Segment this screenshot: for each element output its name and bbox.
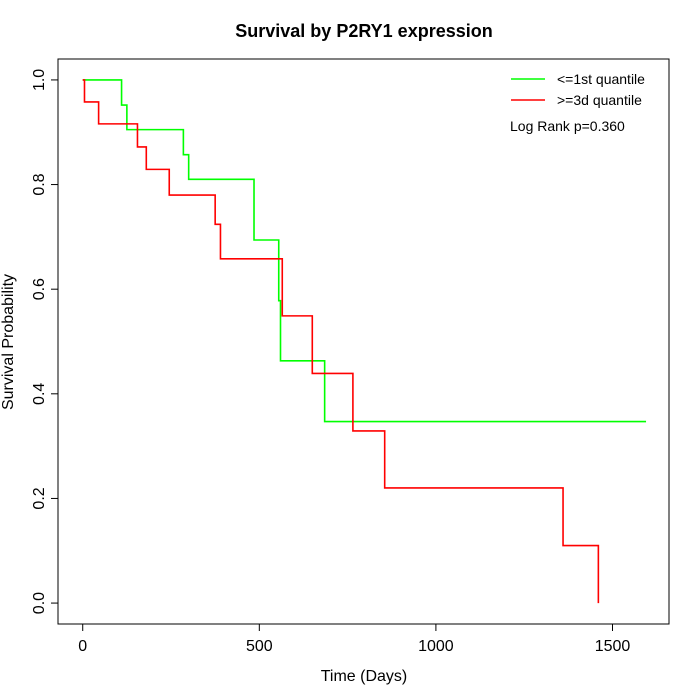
y-axis-label: Survival Probability bbox=[0, 274, 17, 410]
y-tick-label: 1.0 bbox=[31, 69, 48, 91]
x-tick-label: 1500 bbox=[595, 638, 631, 655]
legend: <=1st quantile >=3d quantile bbox=[511, 71, 645, 108]
series-line-1 bbox=[82, 79, 647, 423]
x-tick-label: 1000 bbox=[418, 638, 454, 655]
plot-frame bbox=[57, 58, 670, 625]
x-axis: 0 500 1000 1500 bbox=[78, 623, 631, 655]
series-line-2 bbox=[82, 79, 600, 604]
y-tick-label: 0.0 bbox=[31, 592, 48, 614]
y-axis: 0.0 0.2 0.4 0.6 0.8 1.0 bbox=[31, 69, 59, 614]
legend-label-series-1: <=1st quantile bbox=[557, 71, 645, 87]
log-rank-annotation: Log Rank p=0.360 bbox=[510, 118, 625, 134]
y-tick-label: 0.6 bbox=[31, 278, 48, 300]
x-tick-label: 0 bbox=[78, 638, 87, 655]
chart-title: Survival by P2RY1 expression bbox=[235, 21, 492, 41]
y-tick-label: 0.8 bbox=[31, 173, 48, 195]
series-layer bbox=[82, 79, 647, 604]
x-tick-label: 500 bbox=[246, 638, 273, 655]
legend-label-series-2: >=3d quantile bbox=[557, 92, 642, 108]
y-tick-label: 0.2 bbox=[31, 487, 48, 509]
x-axis-label: Time (Days) bbox=[321, 668, 408, 685]
y-tick-label: 0.4 bbox=[31, 383, 48, 405]
